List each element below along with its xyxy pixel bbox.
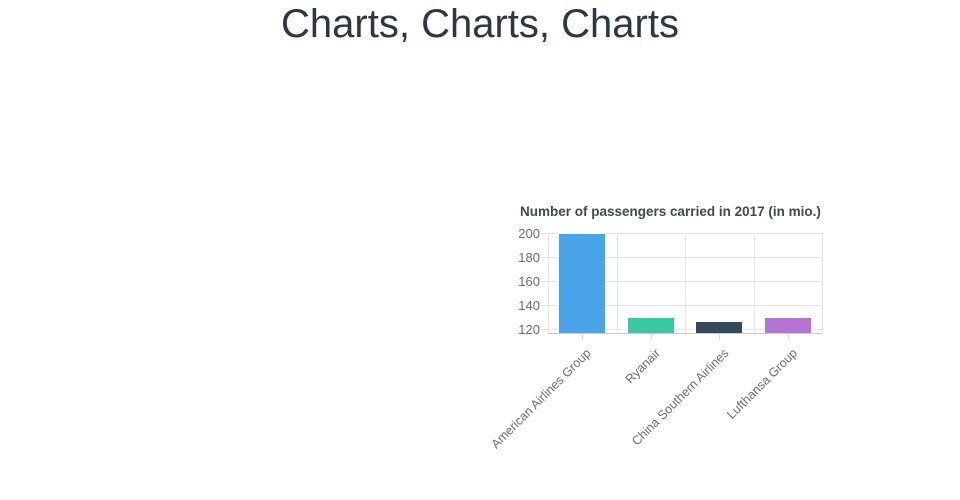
y-axis-tick	[542, 281, 548, 283]
x-gridline	[617, 233, 618, 333]
y-axis-tick-label: 200	[518, 225, 540, 241]
y-axis-tick	[542, 305, 548, 307]
plot-area: 120 140 160 180 200 American Airlines Group Ry…	[489, 226, 823, 451]
x-axis-tick	[787, 334, 789, 341]
x-gridline	[754, 233, 755, 333]
y-axis-tick-label: 160	[518, 273, 540, 289]
x-gridline	[685, 233, 686, 333]
page-title: Charts, Charts, Charts	[281, 2, 679, 46]
y-axis-tick	[542, 257, 548, 258]
bar-ryanair[interactable]	[626, 316, 675, 333]
x-gridline	[822, 233, 823, 333]
y-axis-tick	[542, 329, 548, 331]
x-axis-tick	[719, 334, 721, 341]
y-axis-tick	[542, 233, 548, 234]
bar-china-southern-airlines[interactable]	[695, 321, 744, 333]
x-axis-tick	[582, 334, 584, 341]
y-axis-tick-label: 180	[518, 249, 540, 265]
y-axis-tick-label: 120	[518, 321, 540, 337]
y-axis-line	[548, 233, 549, 333]
bar-american-airlines-group[interactable]	[558, 233, 607, 333]
x-axis-label: American Airlines Group	[488, 346, 595, 452]
chart-title: Number of passengers carried in 2017 (in…	[520, 204, 821, 219]
x-axis-label: Ryanair	[622, 346, 663, 387]
x-axis-label: Lufthansa Group	[723, 346, 800, 422]
y-axis-tick-label: 140	[518, 297, 540, 313]
x-axis-tick	[650, 334, 652, 341]
bar-lufthansa-group[interactable]	[763, 317, 812, 333]
airline-passengers-chart: Number of passengers carried in 2017 (in…	[489, 197, 850, 460]
x-axis-line	[548, 333, 822, 334]
